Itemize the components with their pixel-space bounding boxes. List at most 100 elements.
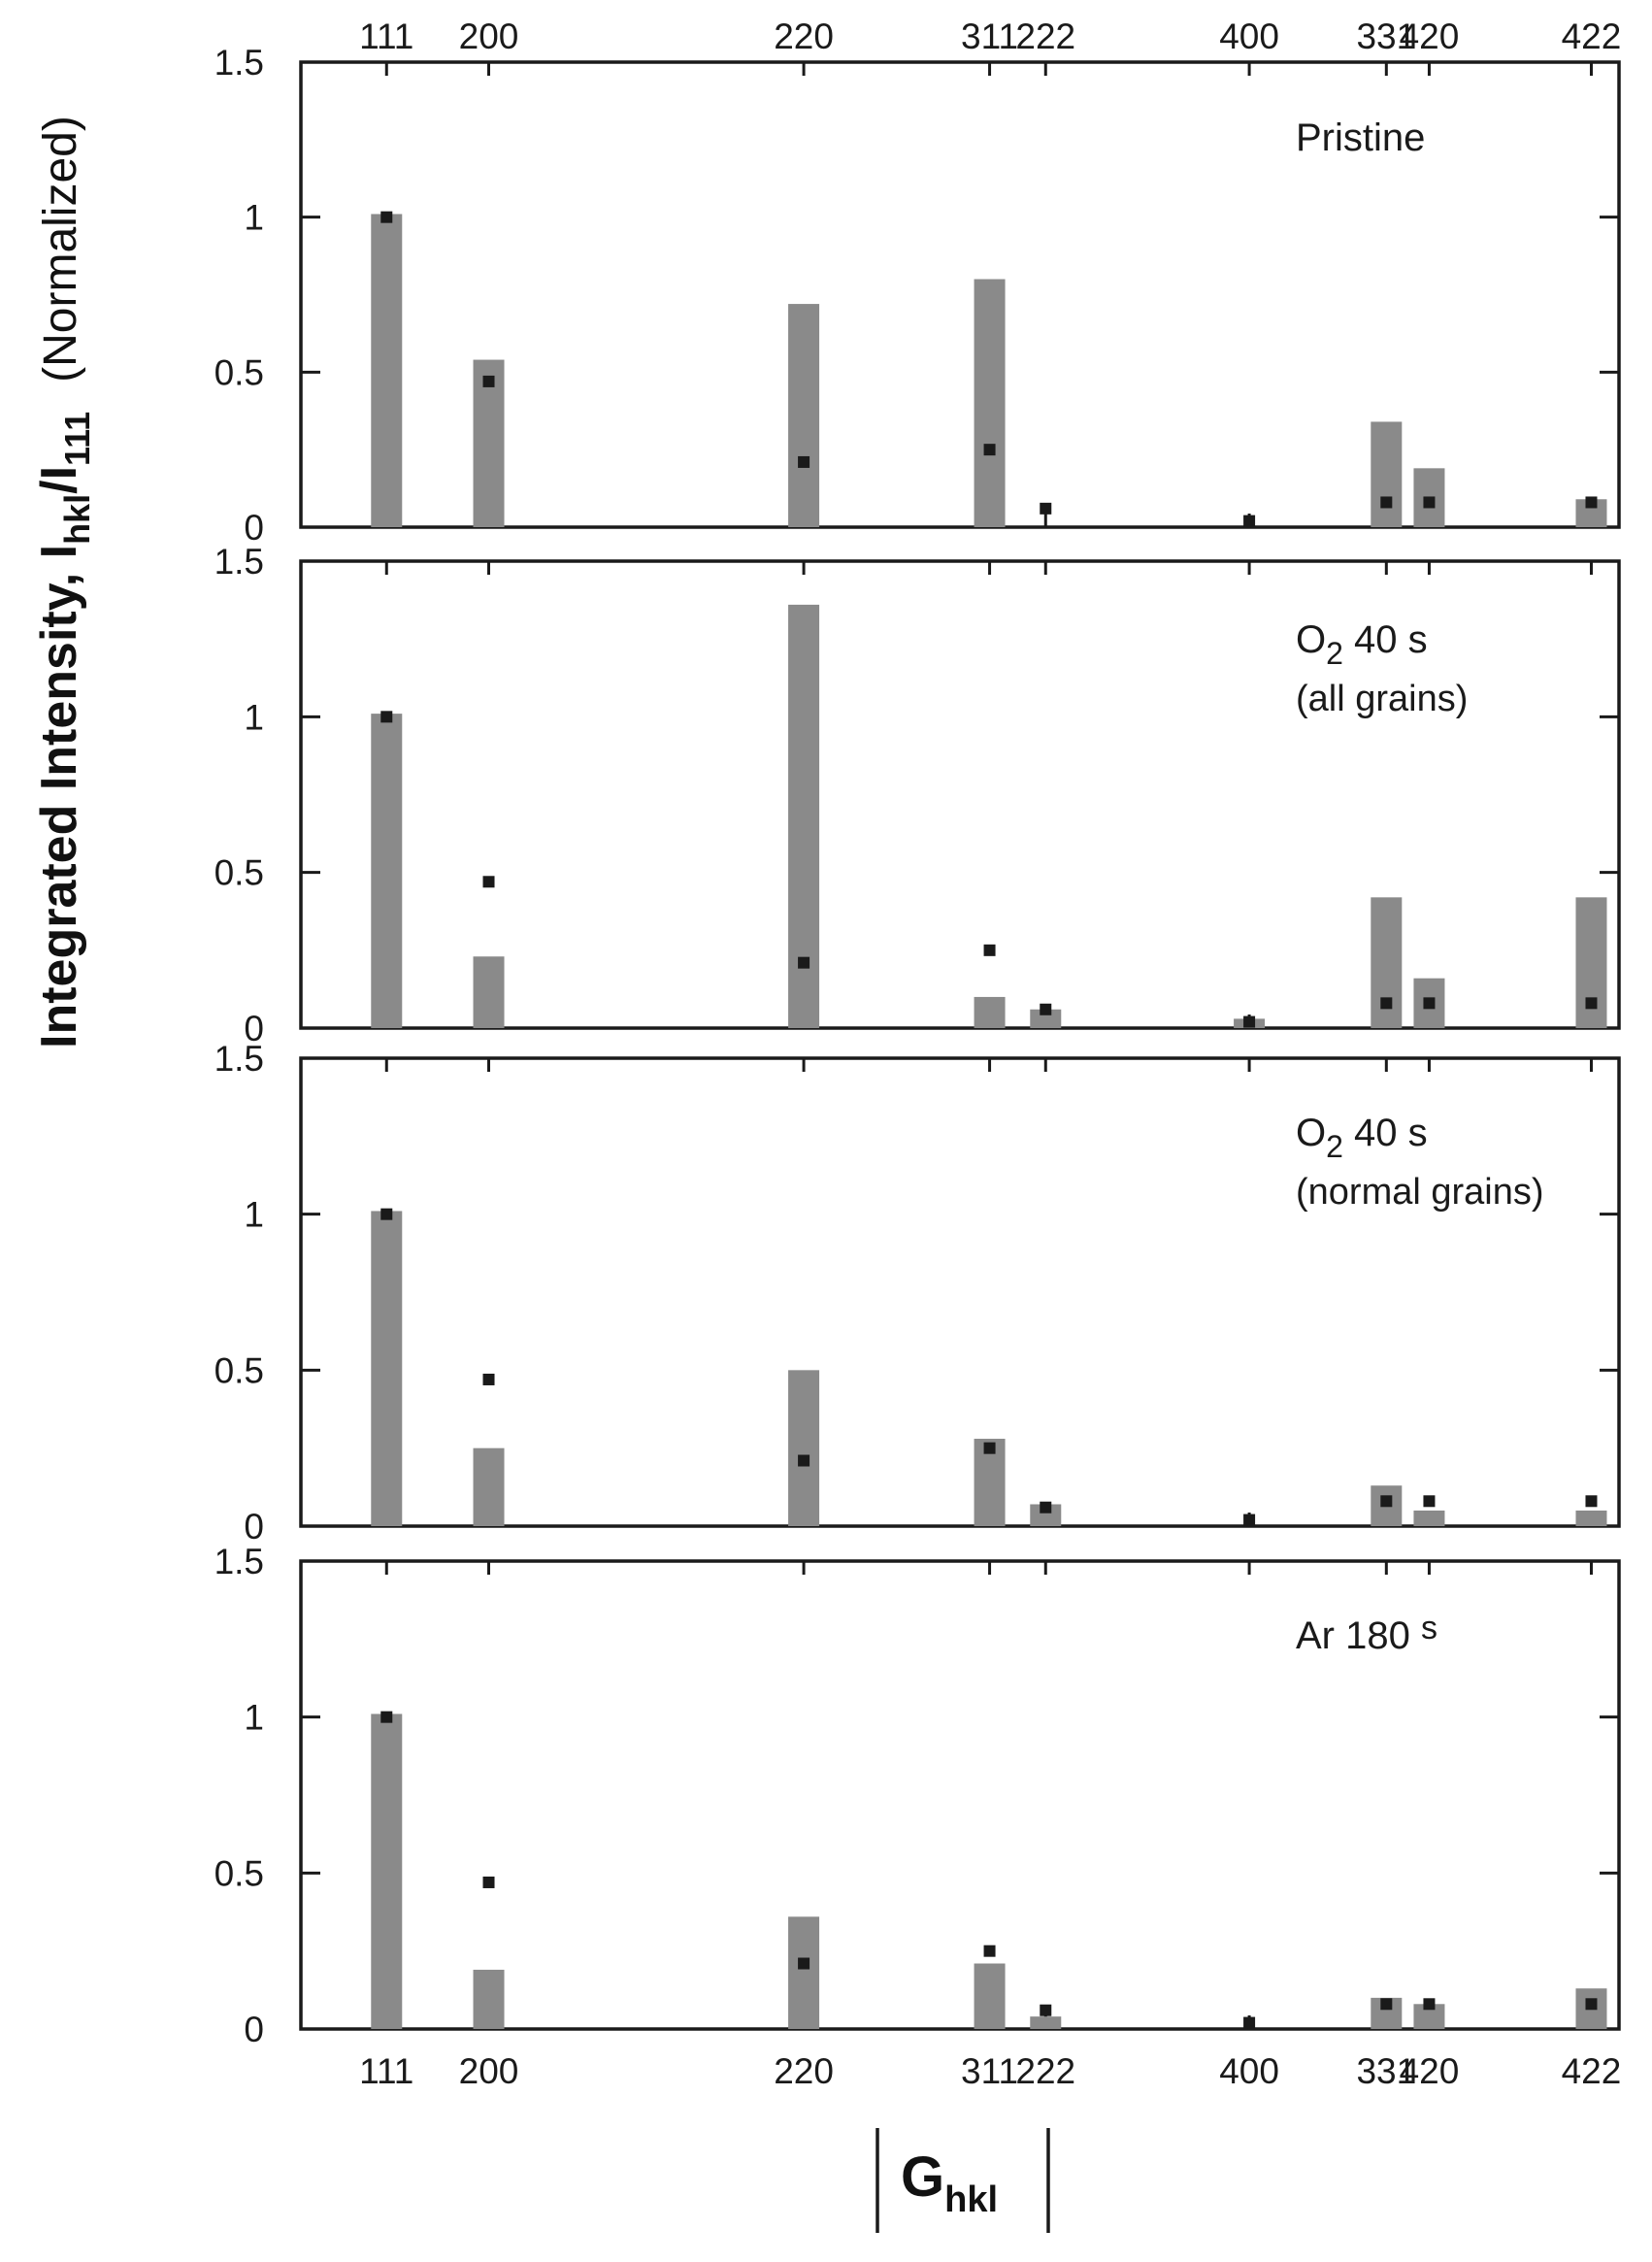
x-tick-label: 220 <box>774 2051 834 2091</box>
reference-marker-420 <box>1423 1998 1436 2011</box>
reference-marker-311 <box>983 1945 996 1957</box>
x-tick-label: 422 <box>1562 2051 1622 2091</box>
x-tick-label-top: 200 <box>459 17 519 56</box>
y-tick-label: 1.5 <box>215 1039 264 1079</box>
bar-111 <box>371 1211 403 1526</box>
x-tick-label-top: 220 <box>774 17 834 56</box>
bar-220 <box>788 304 820 527</box>
y-tick-label: 1.5 <box>215 43 264 83</box>
reference-marker-220 <box>798 956 810 969</box>
bar-311 <box>974 279 1006 527</box>
panel-label: O2 40 s <box>1296 1112 1428 1164</box>
panel-label: Pristine <box>1296 116 1425 159</box>
reference-marker-111 <box>380 211 393 223</box>
x-tick-label: 420 <box>1400 2051 1460 2091</box>
reference-marker-422 <box>1585 1998 1598 2011</box>
reference-marker-422 <box>1585 1495 1598 1508</box>
bar-200 <box>473 1969 505 2029</box>
reference-marker-200 <box>482 1373 495 1385</box>
bar-111 <box>371 1713 403 2029</box>
y-tick-label: 1.5 <box>215 1542 264 1581</box>
reference-marker-331 <box>1380 1495 1393 1508</box>
reference-marker-311 <box>983 944 996 956</box>
y-tick-label: 0 <box>244 2010 264 2049</box>
reference-marker-311 <box>983 444 996 456</box>
x-tick-label-top: 420 <box>1400 17 1460 56</box>
bar-331 <box>1371 421 1403 527</box>
panel-sublabel: (all grains) <box>1296 679 1468 719</box>
reference-marker-111 <box>380 711 393 723</box>
reference-marker-200 <box>482 876 495 888</box>
plot-frame <box>299 559 1621 1030</box>
panel-2: 0 0.5 1 1.5 O2 40 s (all grains) <box>215 542 1621 1048</box>
y-tick-label: 0.5 <box>215 1853 264 1893</box>
panel-label: Ar 180 s <box>1296 1610 1437 1657</box>
plot-frame <box>299 1056 1621 1528</box>
x-tick-label: 400 <box>1219 2051 1279 2091</box>
reference-marker-400 <box>1243 515 1256 527</box>
panel-4: 0 0.5 1 1.5 Ar 180 s <box>215 1542 1621 2049</box>
reference-marker-331 <box>1380 1998 1393 2011</box>
y-tick-label: 1 <box>244 198 264 238</box>
bar-220 <box>788 1916 820 2029</box>
reference-marker-420 <box>1423 997 1436 1010</box>
reference-marker-222 <box>1040 1003 1052 1015</box>
reference-marker-400 <box>1243 1015 1256 1028</box>
reference-marker-331 <box>1380 496 1393 509</box>
bar-111 <box>371 714 403 1028</box>
reference-marker-420 <box>1423 1495 1436 1508</box>
panel-1: 0 0.5 1 1.5 Pristine <box>215 43 1621 548</box>
x-tick-label-top: 222 <box>1015 17 1075 56</box>
x-tick-label: 200 <box>459 2051 519 2091</box>
chart-panels: 0 0.5 1 1.5 Pristine 0 0.5 1 1.5 O2 40 s (all grai… <box>215 17 1622 2091</box>
reference-marker-422 <box>1585 496 1598 509</box>
reference-marker-422 <box>1585 997 1598 1010</box>
x-tick-label: 331 <box>1356 2051 1416 2091</box>
bar-200 <box>473 956 505 1028</box>
y-tick-label: 0 <box>244 1009 264 1048</box>
panel-sublabel: (normal grains) <box>1296 1172 1544 1213</box>
x-tick-label: 111 <box>359 2051 413 2091</box>
reference-marker-220 <box>798 1454 810 1467</box>
reference-marker-200 <box>482 1876 495 1888</box>
x-tick-label-top: 422 <box>1562 17 1622 56</box>
reference-marker-311 <box>983 1442 996 1454</box>
y-tick-label: 1 <box>244 1698 264 1738</box>
bar-200 <box>473 359 505 527</box>
bar-311 <box>974 996 1006 1028</box>
bar-220 <box>788 1370 820 1526</box>
reference-marker-222 <box>1040 1501 1052 1514</box>
x-tick-label-top: 111 <box>359 17 413 56</box>
x-tick-label-top: 311 <box>961 17 1018 56</box>
y-tick-label: 0 <box>244 508 264 548</box>
bar-420 <box>1413 1510 1445 1526</box>
bar-200 <box>473 1447 505 1526</box>
x-tick-label: 222 <box>1015 2051 1075 2091</box>
reference-marker-331 <box>1380 997 1393 1010</box>
panel-label: O2 40 s <box>1296 618 1428 671</box>
reference-marker-111 <box>380 1208 393 1220</box>
x-axis-label: Ghkl <box>876 2128 1050 2233</box>
reference-marker-222 <box>1040 2004 1052 2016</box>
reference-marker-400 <box>1243 2016 1256 2029</box>
plot-frame <box>299 60 1621 529</box>
x-tick-label-top: 331 <box>1356 17 1416 56</box>
svg-text:Ghkl: Ghkl <box>901 2146 998 2220</box>
bar-222 <box>1030 2016 1062 2029</box>
y-tick-label: 0 <box>244 1507 264 1547</box>
bar-222 <box>1030 1009 1062 1028</box>
y-tick-label: 0.5 <box>215 1350 264 1390</box>
bar-311 <box>974 1963 1006 2029</box>
y-tick-label: 0.5 <box>215 853 264 893</box>
bar-422 <box>1575 1510 1607 1526</box>
y-tick-label: 1 <box>244 1195 264 1235</box>
reference-marker-200 <box>482 375 495 387</box>
plot-frame <box>299 1559 1621 2031</box>
reference-marker-400 <box>1243 1514 1256 1526</box>
y-tick-label: 0.5 <box>215 352 264 392</box>
reference-marker-222 <box>1040 502 1052 515</box>
y-tick-label: 1 <box>244 697 264 737</box>
reference-marker-420 <box>1423 496 1436 509</box>
reference-marker-220 <box>798 455 810 468</box>
